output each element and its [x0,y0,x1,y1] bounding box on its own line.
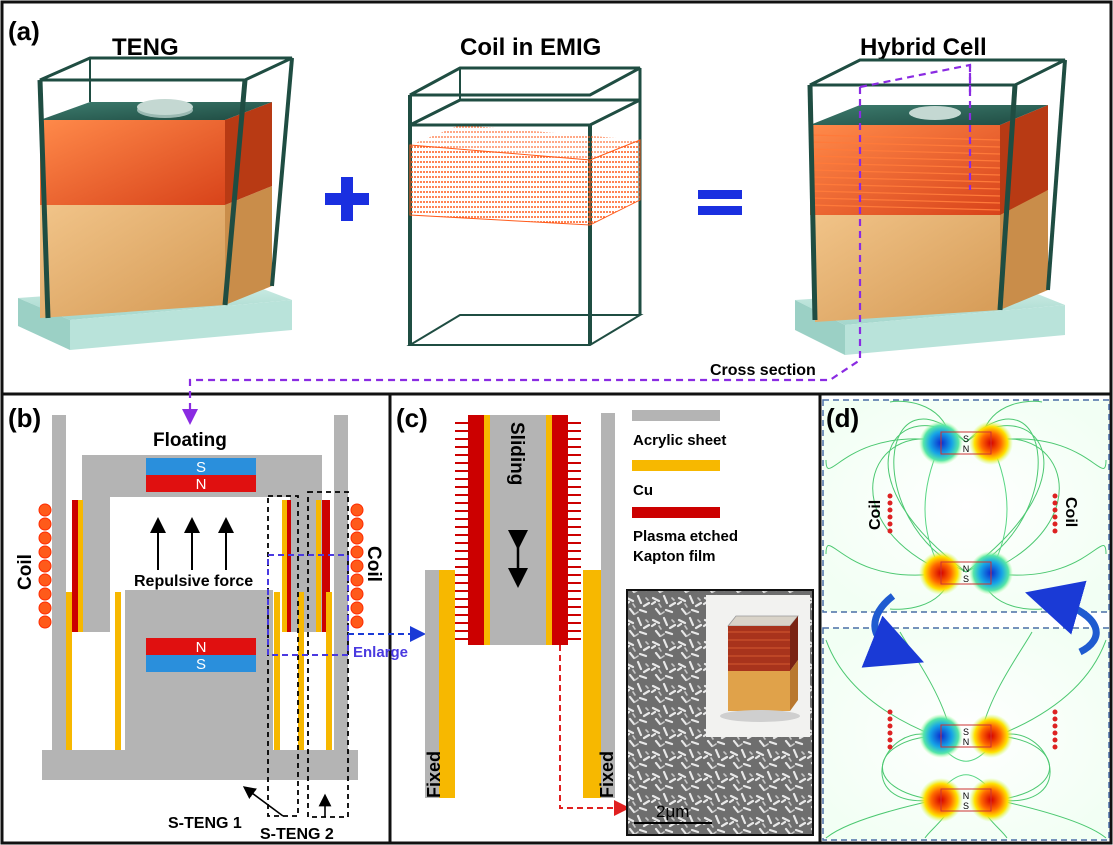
panel-c: (c) [396,403,814,836]
coil-left-label: Coil [15,554,36,590]
d-top-magnet-s: S [963,434,969,444]
d-low-magnet-n: N [963,737,970,747]
d-coil-right-label: Coil [1062,497,1079,527]
teng-box-illustration [18,56,294,350]
legend-acrylic-label: Acrylic sheet [633,432,726,449]
top-magnet-s [146,458,256,475]
enlarge-label: Enlarge [353,644,408,661]
s-teng-2-label: S-TENG 2 [260,826,334,843]
coil-right-dots [350,503,364,629]
bottom-magnet-n [146,638,256,655]
kapton-fringe-left [455,422,468,640]
d-coil-dots [887,493,1058,750]
cross-section-label: Cross section [710,362,816,379]
device-photo-inset [706,595,810,737]
kapton-left-floating [72,500,80,632]
floating-label: Floating [153,430,227,451]
outer-wall-right [334,415,348,757]
top-magnet-n-label: N [196,476,207,493]
legend-kapton-label-2: Kapton film [633,548,716,565]
fixed-right-label: Fixed [597,751,617,798]
legend-kapton-swatch [632,507,720,518]
legend-acrylic-swatch [632,410,720,421]
plus-symbol [325,177,369,221]
fixed-left-label: Fixed [424,751,444,798]
s-teng-1-pointer [242,786,284,817]
enlarge-box [267,554,349,656]
bottom-magnet-s-label: S [196,656,206,673]
panel-d: S N N S S N N S Coil Coil (d) [822,399,1110,841]
outer-wall-left [52,415,66,757]
panel-c-tag: (c) [396,403,428,433]
flip-arrow-right [1025,580,1100,656]
top-magnet-s-label: S [196,459,206,476]
coil-box-illustration [406,66,644,346]
d-base-magnet-n: N [963,791,970,801]
fixed-left-acrylic [425,570,439,798]
legend-cu-label: Cu [633,482,653,499]
scale-bar-label: 2μm [656,802,689,821]
s-teng-1-label: S-TENG 1 [168,815,242,832]
panel-a: (a) TENG Coil in EMIG Hybrid Cell [8,16,1067,425]
kapton-right-floating-2 [322,500,330,632]
top-magnet-n [146,475,256,492]
cross-section-guide [188,63,972,412]
d-top-magnet-n: N [963,444,970,454]
fixed-left-cu [439,570,455,798]
equals-symbol [698,190,742,215]
low-magnet-body [940,724,992,748]
flip-arrow-left [861,593,924,668]
d-mid-magnet-n: N [963,564,970,574]
fixed-right-cu [583,570,601,798]
panel-d-tag: (d) [826,403,859,433]
mid-magnet-body [940,561,992,585]
d-mid-magnet-s: S [963,574,969,584]
sliding-kapton-left [468,415,484,645]
copper-electrodes [66,500,332,750]
coil-right-label: Coil [363,546,384,582]
d-coil-left-label: Coil [867,500,884,530]
kapton-right-floating-1 [287,500,291,632]
sliding-cu-left [484,415,490,645]
panel-b: (b) Floating S N N S [8,403,426,843]
panel-b-tag: (b) [8,403,41,433]
legend-kapton-label: Plasma etched [633,528,738,545]
base-magnet-body [940,788,992,812]
legend-cu-swatch [632,460,720,471]
fixed-right-acrylic [601,413,615,798]
hybrid-cell-illustration [795,58,1067,355]
panel-a-tag: (a) [8,16,40,46]
sem-pointer-arrow [559,645,630,816]
d-low-magnet-s: S [963,727,969,737]
sliding-cu-right [546,415,552,645]
hybrid-cell-title: Hybrid Cell [860,34,987,61]
floating-leg-left [82,497,110,632]
base-plate [42,750,358,780]
d-base-magnet-s: S [963,801,969,811]
repulsive-force-label: Repulsive force [134,573,253,590]
coil-left-dots [38,503,52,629]
sliding-label: Sliding [506,422,527,485]
bottom-magnet-n-label: N [196,639,207,656]
sliding-kapton-right [552,415,568,645]
coil-emig-title: Coil in EMIG [460,34,601,61]
bottom-magnet-s [146,655,256,672]
kapton-fringe-right [568,422,581,640]
top-magnet-body [940,431,992,455]
repulsive-force-arrows [150,517,234,570]
field-sim-top [823,400,1109,612]
